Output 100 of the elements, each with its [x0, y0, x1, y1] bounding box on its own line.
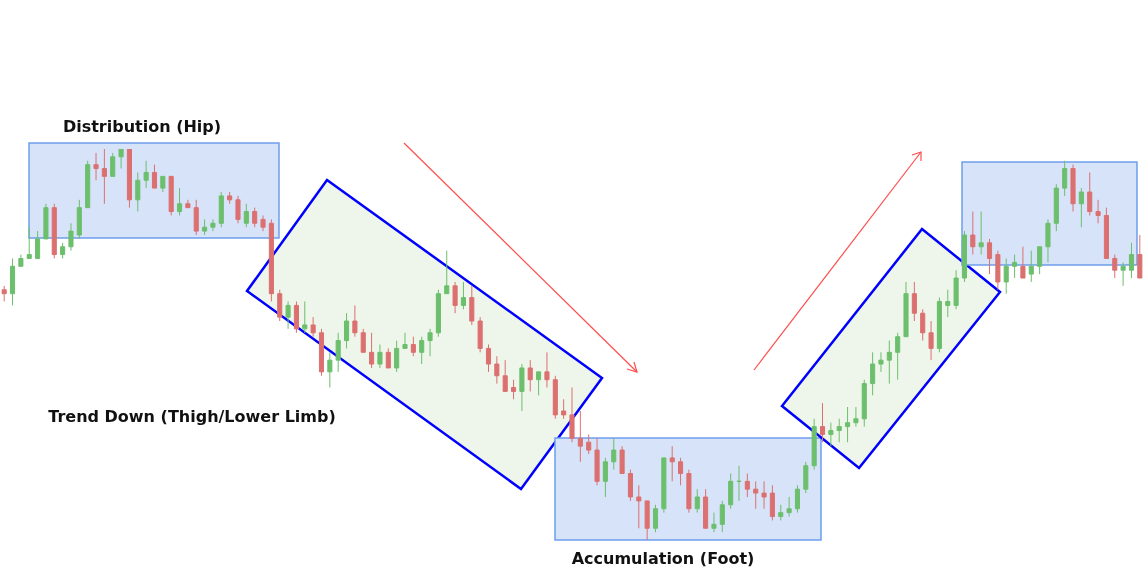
candlestick: [995, 250, 1001, 291]
candlestick: [352, 304, 358, 338]
candlestick: [285, 300, 291, 330]
candlestick: [68, 222, 74, 252]
candlestick: [544, 351, 550, 389]
candlestick: [227, 191, 233, 205]
candlestick: [594, 437, 600, 486]
candlestick: [210, 218, 216, 232]
candlestick: [803, 461, 809, 494]
candlestick: [719, 500, 725, 533]
candlestick: [769, 484, 775, 521]
candlestick: [1, 285, 7, 302]
candlestick: [1012, 254, 1018, 279]
candlestick: [569, 387, 575, 443]
candlestick: [744, 473, 750, 498]
candlestick: [828, 422, 834, 447]
candlestick: [110, 152, 116, 177]
candlestick: [611, 437, 617, 471]
candlestick: [51, 203, 57, 259]
candlestick: [369, 332, 375, 369]
candlestick: [811, 418, 817, 471]
candlestick: [561, 398, 567, 420]
candlestick: [661, 457, 667, 514]
candlestick: [694, 488, 700, 514]
candlestick: [586, 433, 592, 455]
candlestick: [151, 164, 158, 189]
candlestick: [235, 195, 241, 224]
candlestick: [93, 152, 99, 181]
candlestick: [1087, 171, 1093, 216]
candlestick: [895, 332, 901, 381]
candlestick: [435, 289, 441, 338]
text: Distribution (Hip): [62, 117, 222, 136]
candlestick: [477, 316, 483, 353]
candlestick: [1120, 261, 1126, 287]
candlestick: [836, 418, 842, 443]
candlestick: [536, 371, 542, 396]
candlestick: [452, 281, 458, 314]
candlestick: [18, 254, 24, 267]
candlestick: [953, 269, 959, 310]
candlestick: [619, 445, 625, 475]
candlestick: [870, 351, 876, 396]
candlestick: [168, 175, 174, 216]
candlestick: [627, 469, 633, 502]
candlestick: [360, 328, 366, 353]
candlestick: [176, 187, 183, 216]
candlestick: [819, 402, 826, 443]
candlestick: [126, 149, 132, 209]
candlestick: [1028, 250, 1034, 283]
candlestick: [419, 336, 425, 365]
candlestick: [260, 214, 266, 232]
candlestick: [1003, 257, 1009, 295]
candlestick: [385, 347, 391, 369]
candlestick: [252, 207, 258, 228]
candlestick: [878, 351, 884, 373]
candlestick: [43, 203, 49, 240]
candlestick: [243, 203, 249, 228]
candlestick: [293, 300, 299, 334]
candlestick: [1070, 164, 1076, 213]
candlestick: [728, 473, 734, 510]
candlestick: [928, 320, 934, 361]
candlestick: [1020, 246, 1026, 279]
candlestick: [302, 300, 308, 334]
candlestick: [1062, 160, 1068, 197]
candlestick: [602, 457, 608, 498]
candlestick: [502, 359, 508, 392]
candlestick: [1045, 218, 1051, 263]
candlestick: [327, 351, 333, 389]
candlestick: [444, 250, 450, 295]
text: Accumulation (Foot): [571, 549, 755, 568]
candlestick: [886, 340, 892, 385]
candlestick: [911, 281, 917, 322]
candlestick: [143, 160, 149, 189]
candlestick: [410, 336, 416, 357]
candlestick: [427, 328, 433, 357]
candlestick: [1112, 254, 1118, 279]
candlestick: [511, 379, 517, 400]
candlestick: [1128, 242, 1135, 279]
candlestick: [494, 355, 500, 385]
candlestick: [527, 359, 533, 392]
candlestick: [402, 332, 408, 349]
candlestick: [936, 297, 942, 353]
candlestick: [1137, 234, 1143, 279]
candlestick: [711, 512, 717, 533]
candlestick: [853, 406, 859, 428]
candlestick: [1095, 199, 1101, 224]
candlestick: [310, 316, 316, 338]
candlestick: [753, 480, 759, 510]
candlestick: [60, 242, 66, 259]
candlestick: [686, 469, 692, 514]
candlestick: [636, 484, 642, 529]
candlestick: [786, 496, 792, 518]
candlestick: [845, 406, 851, 443]
candlestick: [669, 445, 675, 482]
candlestick: [377, 344, 383, 369]
candlestick: [193, 199, 199, 236]
candlestick: [970, 211, 976, 256]
candlestick: [202, 218, 208, 236]
candlestick: [118, 149, 124, 170]
candlestick: [736, 465, 742, 502]
candlestick: [85, 160, 91, 209]
